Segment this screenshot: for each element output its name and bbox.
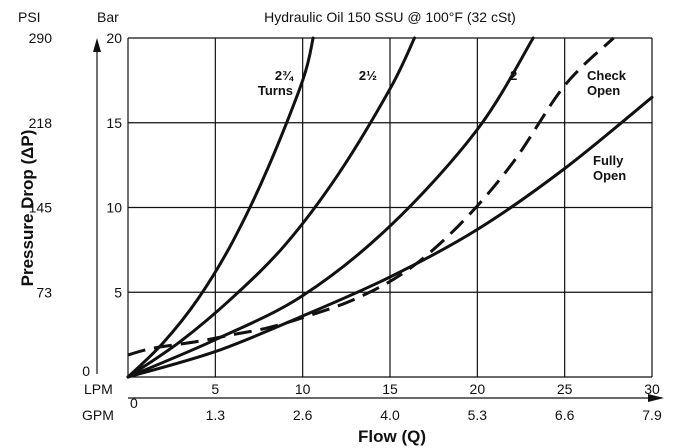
x-tick-gpm-2.6: 2.6 [293, 407, 313, 423]
y-tick-psi-73: 73 [36, 284, 52, 300]
y-tick-bar-20: 20 [106, 30, 122, 46]
x-axis-arrow-icon [648, 394, 664, 402]
x-tick-lpm-20: 20 [470, 381, 486, 397]
series-line-fully-open [126, 95, 654, 379]
y-axis-arrow-icon [93, 38, 101, 52]
y-tick-bar-5: 5 [114, 284, 122, 300]
y-tick-bar-15: 15 [106, 115, 122, 131]
series-label-line: 2 [510, 68, 517, 83]
series-line-check-open [127, 36, 615, 357]
series-label-fully-open: Fully Open [593, 153, 626, 183]
y-tick-psi-218: 218 [29, 115, 53, 131]
series-label-line: Open [587, 83, 620, 98]
series-label-line: Check [587, 68, 627, 83]
x-tick-gpm-6.6: 6.6 [555, 407, 575, 423]
series-line-2 [126, 36, 535, 379]
x-tick-lpm-5: 5 [211, 381, 219, 397]
y-tick-bar-10: 10 [106, 200, 122, 216]
series-label-line: Turns [258, 83, 293, 98]
series-label-line: 2¾ [275, 68, 294, 83]
y-tick-psi-290: 290 [29, 30, 53, 46]
unit-axes [93, 38, 664, 402]
y-axis-title: Pressure Drop (ΔP) [18, 130, 37, 287]
x-tick-gpm-1.3: 1.3 [206, 407, 226, 423]
x-tick-lpm-30: 30 [644, 381, 660, 397]
series-line-2-turns [126, 36, 315, 379]
series-label-line: 2½ [359, 68, 377, 83]
x-zero-label: 0 [130, 395, 138, 411]
tick-labels: 57310145152182029051.3102.6154.0205.3256… [29, 30, 662, 423]
x-unit-lpm: LPM [84, 381, 113, 397]
x-tick-lpm-10: 10 [295, 381, 311, 397]
x-tick-gpm-7.9: 7.9 [642, 407, 662, 423]
series-label-2-turns: 2¾ Turns [258, 68, 294, 98]
y-tick-psi-145: 145 [29, 200, 53, 216]
y-unit-bar: Bar [97, 9, 119, 25]
series-label-2: 2 [510, 68, 517, 83]
series-line-2 [126, 36, 416, 379]
x-axis-title: Flow (Q) [358, 427, 426, 446]
series-label-2: 2½ [359, 68, 377, 83]
y-zero-label: 0 [82, 363, 90, 379]
series-label-line: Open [593, 168, 626, 183]
y-unit-psi: PSI [18, 9, 41, 25]
x-tick-lpm-15: 15 [382, 381, 398, 397]
series-curves [126, 36, 654, 379]
x-unit-gpm: GPM [82, 407, 114, 423]
x-tick-lpm-25: 25 [557, 381, 573, 397]
series-label-check-open: Check Open [587, 68, 627, 98]
x-tick-gpm-5.3: 5.3 [468, 407, 488, 423]
chart-title: Hydraulic Oil 150 SSU @ 100°F (32 cSt) [264, 9, 516, 25]
series-label-line: Fully [593, 153, 624, 168]
x-tick-gpm-4.0: 4.0 [380, 407, 400, 423]
